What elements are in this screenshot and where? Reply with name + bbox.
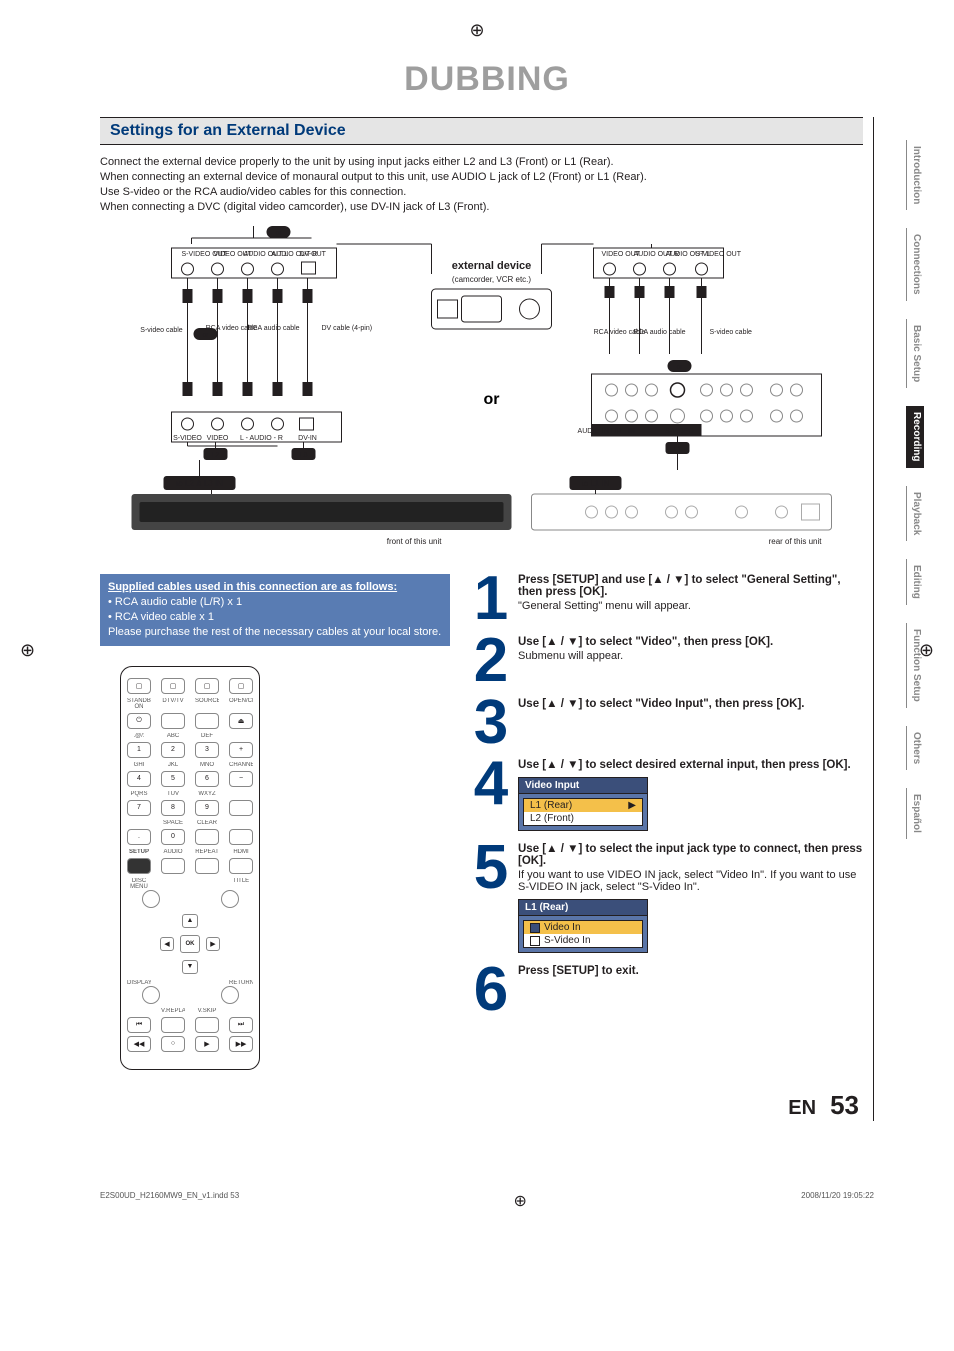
tab-others[interactable]: Others: [906, 726, 924, 770]
section-header: Settings for an External Device: [100, 117, 863, 145]
svg-text:to L2 & L3 IN: to L2 & L3 IN: [176, 479, 223, 488]
menu-video-input: Video Input L1 (Rear)▶ L2 (Front): [518, 777, 648, 831]
print-date: 2008/11/20 19:05:22: [801, 1191, 874, 1211]
remote-control: ▢▢▢▢ STANDBY-ON DTV/TV SOURCE OPEN/CLOSE…: [120, 666, 260, 1070]
svg-text:AUDIO IN L/R: AUDIO IN L/R: [578, 428, 622, 435]
tab-basic-setup[interactable]: Basic Setup: [906, 319, 924, 388]
svg-text:S-VIDEO: S-VIDEO: [665, 428, 694, 435]
intro-paragraph: Connect the external device properly to …: [100, 155, 863, 214]
page-title: DUBBING: [100, 60, 874, 99]
step-2: 2 Use [▲ / ▼] to select "Video", then pr…: [470, 636, 863, 686]
intro-line: Use S-video or the RCA audio/video cable…: [100, 185, 863, 200]
svg-text:DV cable (4-pin): DV cable (4-pin): [322, 325, 373, 332]
svg-text:RCA audio cable: RCA audio cable: [247, 325, 299, 332]
step-4: 4 Use [▲ / ▼] to select desired external…: [470, 759, 863, 831]
supplied-cables-box: Supplied cables used in this connection …: [100, 574, 450, 645]
svg-text:or: or: [275, 230, 282, 237]
intro-line: When connecting a DVC (digital video cam…: [100, 200, 863, 215]
supplied-heading: Supplied cables used in this connection …: [108, 580, 442, 595]
supplied-line: • RCA audio cable (L/R) x 1: [108, 595, 442, 610]
crop-mark-bottom: ⊕: [513, 1191, 526, 1211]
svg-text:L - AUDIO - R: L - AUDIO - R: [240, 435, 283, 442]
step-5: 5 Use [▲ / ▼] to select the input jack t…: [470, 843, 863, 953]
page-number: 53: [830, 1090, 859, 1121]
tab-español[interactable]: Español: [906, 788, 924, 839]
svg-text:DV-OUT: DV-OUT: [300, 251, 327, 258]
svg-text:L1: L1: [674, 446, 682, 453]
dpad: ▲▼ ◀▶ OK: [160, 914, 220, 974]
svg-text:external device: external device: [452, 260, 532, 272]
section-tabs: Introduction Connections Basic Setup Record…: [906, 140, 924, 839]
print-file: E2S00UD_H2160MW9_EN_v1.indd 53: [100, 1191, 239, 1211]
step-6: 6 Press [SETUP] to exit.: [470, 965, 863, 1015]
power-icon: ⏻: [127, 713, 151, 729]
steps-column: 1 Press [SETUP] and use [▲ / ▼] to selec…: [470, 574, 863, 1069]
tab-editing[interactable]: Editing: [906, 559, 924, 605]
step-1: 1 Press [SETUP] and use [▲ / ▼] to selec…: [470, 574, 863, 624]
svg-text:VIDEO: VIDEO: [207, 435, 229, 442]
svg-text:or: or: [676, 364, 683, 371]
connection-diagram: or S-VIDEO OUT VIDEO OUT AUDIO OUT L AUD…: [100, 224, 863, 564]
svg-text:S-video cable: S-video cable: [140, 327, 183, 334]
eject-icon: ⏏: [229, 713, 253, 729]
tab-playback[interactable]: Playback: [906, 486, 924, 541]
svg-text:S-video cable: S-video cable: [710, 329, 753, 336]
svg-text:L3: L3: [300, 452, 308, 459]
tab-introduction[interactable]: Introduction: [906, 140, 924, 210]
tab-recording[interactable]: Recording: [906, 406, 924, 467]
tab-function-setup[interactable]: Function Setup: [906, 623, 924, 708]
intro-line: Connect the external device properly to …: [100, 155, 863, 170]
intro-line: When connecting an external device of mo…: [100, 170, 863, 185]
svg-text:IN: IN: [628, 428, 635, 435]
svg-text:DV-IN: DV-IN: [298, 435, 317, 442]
svg-text:S-VIDEO: S-VIDEO: [173, 435, 202, 442]
svg-text:or: or: [484, 391, 500, 408]
svg-text:or: or: [202, 332, 209, 339]
menu-l1-rear: L1 (Rear) Video In S-Video In: [518, 899, 648, 953]
svg-text:RCA audio cable: RCA audio cable: [633, 329, 685, 336]
svg-text:(camcorder, VCR etc.): (camcorder, VCR etc.): [452, 275, 531, 284]
svg-text:L2: L2: [212, 452, 220, 459]
lang-code: EN: [788, 1097, 816, 1120]
svg-text:rear of this unit: rear of this unit: [769, 537, 823, 546]
supplied-line: • RCA video cable x 1: [108, 610, 442, 625]
supplied-line: Please purchase the rest of the necessar…: [108, 625, 442, 640]
svg-text:front of this unit: front of this unit: [387, 537, 442, 546]
svg-text:to L1 IN: to L1 IN: [581, 479, 609, 488]
step-3: 3 Use [▲ / ▼] to select "Video Input", t…: [470, 698, 863, 748]
svg-text:S-VIDEO OUT: S-VIDEO OUT: [696, 251, 742, 258]
tab-connections[interactable]: Connections: [906, 228, 924, 301]
